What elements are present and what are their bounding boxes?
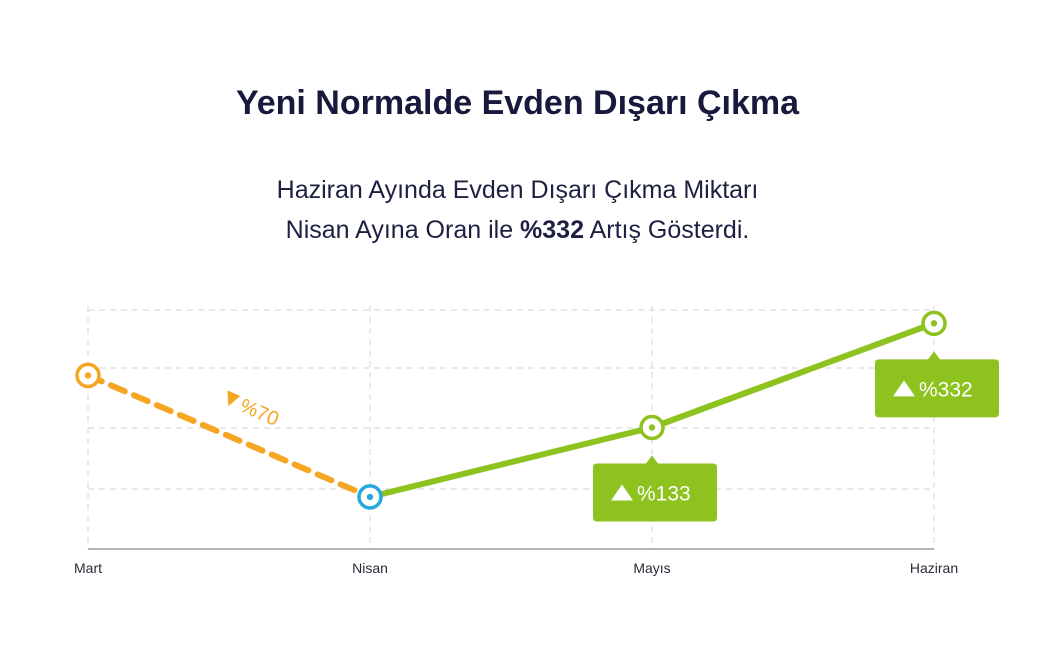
callout-label-2: %332 xyxy=(919,378,973,401)
subtitle-pre: Nisan Ayına Oran ile xyxy=(285,216,521,244)
data-point-1 xyxy=(357,484,383,510)
up-triangle-icon-2 xyxy=(893,380,915,397)
data-point-2 xyxy=(639,414,665,441)
chart-title: Yeni Normalde Evden Dışarı Çıkma xyxy=(235,84,800,122)
subtitle-highlight: %332 xyxy=(520,216,584,244)
subtitle-post: Artış Gösterdi. xyxy=(584,216,750,244)
subtitle-line-1: Haziran Ayında Evden Dışarı Çıkma Miktar… xyxy=(276,176,759,204)
down-triangle-icon xyxy=(227,390,241,407)
data-point-3 xyxy=(921,310,947,337)
x-tick-label-0: Mart xyxy=(74,560,102,576)
x-tick-label-1: Nisan xyxy=(352,560,388,576)
x-tick-label-2: Mayıs xyxy=(633,560,670,576)
up-triangle-icon-1 xyxy=(611,484,633,501)
x-tick-label-3: Haziran xyxy=(910,560,958,576)
callout-box-2 xyxy=(875,351,999,418)
subtitle-line-2: Nisan Ayına Oran ile %332 Artış Gösterdi… xyxy=(0,210,1035,250)
callout-label-1: %133 xyxy=(637,483,691,506)
series-line-0 xyxy=(85,372,373,500)
drop-annotation-label: %70 xyxy=(236,395,281,431)
data-point-0 xyxy=(75,362,101,389)
drop-annotation: %70 xyxy=(227,390,282,431)
chart-subtitle: Haziran Ayında Evden Dışarı Çıkma Miktar… xyxy=(0,170,1035,250)
callout-box-1 xyxy=(593,455,717,522)
